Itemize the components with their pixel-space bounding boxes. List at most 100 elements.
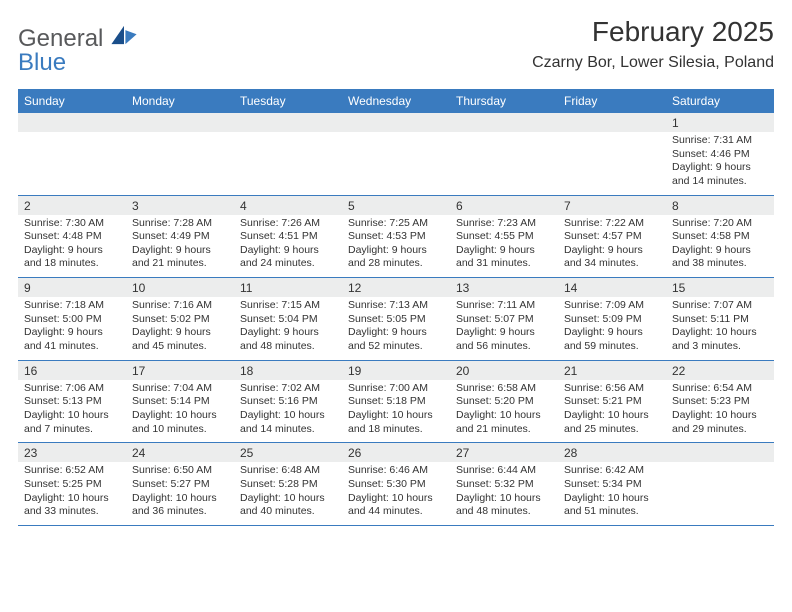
sail-icon: [110, 24, 138, 46]
sunset-text: Sunset: 5:18 PM: [348, 395, 444, 409]
dow-sunday: Sunday: [18, 89, 126, 113]
brand-text: General Blue: [18, 24, 138, 75]
day-number: 5: [342, 196, 450, 215]
day-detail: Sunrise: 6:44 AMSunset: 5:32 PMDaylight:…: [450, 462, 558, 525]
sunrise-text: Sunrise: 7:23 AM: [456, 217, 552, 231]
day-number: [126, 113, 234, 132]
day-number: 15: [666, 278, 774, 297]
day-number: 25: [234, 443, 342, 462]
day-number: [666, 443, 774, 462]
day-number: [558, 113, 666, 132]
daylight-text: Daylight: 9 hours and 38 minutes.: [672, 244, 768, 271]
sunset-text: Sunset: 5:04 PM: [240, 313, 336, 327]
day-detail: Sunrise: 7:09 AMSunset: 5:09 PMDaylight:…: [558, 297, 666, 360]
dow-friday: Friday: [558, 89, 666, 113]
dow-monday: Monday: [126, 89, 234, 113]
daylight-text: Daylight: 10 hours and 40 minutes.: [240, 492, 336, 519]
sunset-text: Sunset: 5:16 PM: [240, 395, 336, 409]
sunset-text: Sunset: 5:05 PM: [348, 313, 444, 327]
sunset-text: Sunset: 5:13 PM: [24, 395, 120, 409]
sunrise-text: Sunrise: 6:58 AM: [456, 382, 552, 396]
week-detail-row: Sunrise: 7:30 AMSunset: 4:48 PMDaylight:…: [18, 215, 774, 279]
daylight-text: Daylight: 9 hours and 18 minutes.: [24, 244, 120, 271]
day-number: 9: [18, 278, 126, 297]
day-number: 19: [342, 361, 450, 380]
day-detail: Sunrise: 6:54 AMSunset: 5:23 PMDaylight:…: [666, 380, 774, 443]
sunset-text: Sunset: 5:23 PM: [672, 395, 768, 409]
day-detail: Sunrise: 7:15 AMSunset: 5:04 PMDaylight:…: [234, 297, 342, 360]
day-number: 22: [666, 361, 774, 380]
sunrise-text: Sunrise: 6:54 AM: [672, 382, 768, 396]
week-detail-row: Sunrise: 6:52 AMSunset: 5:25 PMDaylight:…: [18, 462, 774, 526]
daylight-text: Daylight: 10 hours and 36 minutes.: [132, 492, 228, 519]
day-number: 7: [558, 196, 666, 215]
day-detail: Sunrise: 7:02 AMSunset: 5:16 PMDaylight:…: [234, 380, 342, 443]
sunset-text: Sunset: 4:53 PM: [348, 230, 444, 244]
day-detail: [126, 132, 234, 195]
sunset-text: Sunset: 5:09 PM: [564, 313, 660, 327]
day-detail: Sunrise: 7:18 AMSunset: 5:00 PMDaylight:…: [18, 297, 126, 360]
week-daynum-row: 232425262728: [18, 443, 774, 462]
sunset-text: Sunset: 5:11 PM: [672, 313, 768, 327]
day-number: 14: [558, 278, 666, 297]
sunset-text: Sunset: 5:27 PM: [132, 478, 228, 492]
daylight-text: Daylight: 9 hours and 31 minutes.: [456, 244, 552, 271]
calendar-grid: Sunday Monday Tuesday Wednesday Thursday…: [18, 89, 774, 526]
day-number: 24: [126, 443, 234, 462]
day-number: 10: [126, 278, 234, 297]
brand-line2: Blue: [18, 49, 66, 76]
daylight-text: Daylight: 9 hours and 52 minutes.: [348, 326, 444, 353]
sunset-text: Sunset: 5:14 PM: [132, 395, 228, 409]
day-number: [234, 113, 342, 132]
sunrise-text: Sunrise: 7:22 AM: [564, 217, 660, 231]
day-detail: [342, 132, 450, 195]
sunrise-text: Sunrise: 7:30 AM: [24, 217, 120, 231]
sunset-text: Sunset: 5:20 PM: [456, 395, 552, 409]
day-detail: [18, 132, 126, 195]
sunrise-text: Sunrise: 7:09 AM: [564, 299, 660, 313]
daylight-text: Daylight: 10 hours and 21 minutes.: [456, 409, 552, 436]
sunrise-text: Sunrise: 7:18 AM: [24, 299, 120, 313]
sunrise-text: Sunrise: 7:06 AM: [24, 382, 120, 396]
day-number: 18: [234, 361, 342, 380]
sunrise-text: Sunrise: 7:31 AM: [672, 134, 768, 148]
daylight-text: Daylight: 9 hours and 41 minutes.: [24, 326, 120, 353]
sunset-text: Sunset: 4:57 PM: [564, 230, 660, 244]
day-detail: Sunrise: 7:13 AMSunset: 5:05 PMDaylight:…: [342, 297, 450, 360]
sunset-text: Sunset: 4:48 PM: [24, 230, 120, 244]
daylight-text: Daylight: 10 hours and 51 minutes.: [564, 492, 660, 519]
day-detail: Sunrise: 6:42 AMSunset: 5:34 PMDaylight:…: [558, 462, 666, 525]
sunrise-text: Sunrise: 7:04 AM: [132, 382, 228, 396]
daylight-text: Daylight: 10 hours and 33 minutes.: [24, 492, 120, 519]
sunrise-text: Sunrise: 7:15 AM: [240, 299, 336, 313]
daylight-text: Daylight: 9 hours and 24 minutes.: [240, 244, 336, 271]
calendar-page: General Blue February 2025 Czarny Bor, L…: [0, 0, 792, 526]
sunrise-text: Sunrise: 7:28 AM: [132, 217, 228, 231]
day-number: 26: [342, 443, 450, 462]
daylight-text: Daylight: 10 hours and 10 minutes.: [132, 409, 228, 436]
day-number: [342, 113, 450, 132]
daylight-text: Daylight: 9 hours and 21 minutes.: [132, 244, 228, 271]
day-detail: Sunrise: 7:22 AMSunset: 4:57 PMDaylight:…: [558, 215, 666, 278]
day-detail: Sunrise: 7:06 AMSunset: 5:13 PMDaylight:…: [18, 380, 126, 443]
daylight-text: Daylight: 9 hours and 56 minutes.: [456, 326, 552, 353]
sunset-text: Sunset: 4:51 PM: [240, 230, 336, 244]
sunset-text: Sunset: 4:55 PM: [456, 230, 552, 244]
day-detail: Sunrise: 6:48 AMSunset: 5:28 PMDaylight:…: [234, 462, 342, 525]
daylight-text: Daylight: 10 hours and 25 minutes.: [564, 409, 660, 436]
day-detail: [234, 132, 342, 195]
sunrise-text: Sunrise: 7:02 AM: [240, 382, 336, 396]
day-number: [18, 113, 126, 132]
day-detail: Sunrise: 7:25 AMSunset: 4:53 PMDaylight:…: [342, 215, 450, 278]
sunset-text: Sunset: 5:02 PM: [132, 313, 228, 327]
day-number: 28: [558, 443, 666, 462]
week-detail-row: Sunrise: 7:18 AMSunset: 5:00 PMDaylight:…: [18, 297, 774, 361]
dow-thursday: Thursday: [450, 89, 558, 113]
day-number: 2: [18, 196, 126, 215]
day-detail: Sunrise: 6:58 AMSunset: 5:20 PMDaylight:…: [450, 380, 558, 443]
dow-header-row: Sunday Monday Tuesday Wednesday Thursday…: [18, 89, 774, 113]
daylight-text: Daylight: 10 hours and 29 minutes.: [672, 409, 768, 436]
week-daynum-row: 1: [18, 113, 774, 132]
sunset-text: Sunset: 4:49 PM: [132, 230, 228, 244]
location-subtitle: Czarny Bor, Lower Silesia, Poland: [532, 54, 774, 72]
